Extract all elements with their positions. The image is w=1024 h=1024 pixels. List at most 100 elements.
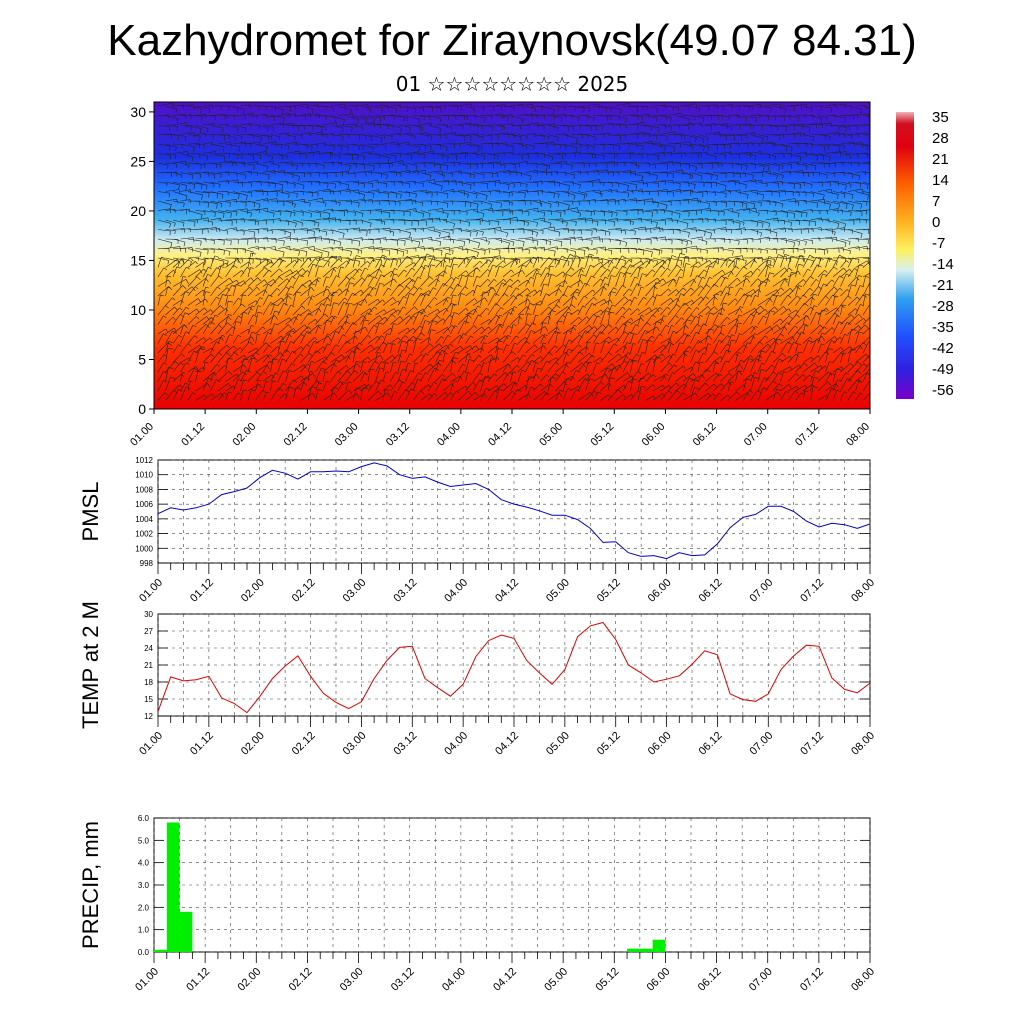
x-tick-label: 07.12 <box>798 966 826 994</box>
x-tick-label: 04.00 <box>442 577 470 605</box>
x-tick-label: 03.00 <box>333 421 361 449</box>
x-tick-label: 04.00 <box>442 730 470 758</box>
x-tick-label: 01.12 <box>184 966 212 994</box>
y-tick-label: 21 <box>144 661 153 670</box>
chart-subtitle: 01 ☆☆☆☆☆☆☆☆ 2025 <box>395 72 629 96</box>
colorbar-label: -7 <box>932 235 945 252</box>
y-tick-label: 25 <box>130 153 146 169</box>
y-tick-label: 5 <box>138 351 146 367</box>
x-tick-label: 05.12 <box>595 730 623 758</box>
precip-bar <box>179 911 193 952</box>
x-tick-label: 05.00 <box>537 421 565 449</box>
x-tick-label: 04.12 <box>486 421 514 449</box>
colorbar-label: 21 <box>932 151 949 168</box>
x-tick-label: 05.00 <box>542 966 570 994</box>
x-tick-label: 06.12 <box>697 577 725 605</box>
y-axis-label: PRECIP, mm <box>78 821 103 949</box>
x-tick-label: 07.00 <box>742 421 770 449</box>
y-tick-label: 15 <box>144 695 153 704</box>
x-tick-label: 02.12 <box>282 421 310 449</box>
x-tick-label: 08.00 <box>849 577 877 605</box>
y-tick-label: 10 <box>130 302 146 318</box>
y-tick-label: 30 <box>130 104 146 120</box>
colorbar-swatch <box>896 112 914 399</box>
precip-bar <box>639 948 653 952</box>
y-tick-label: 30 <box>144 610 153 619</box>
temp-panel: 12 15 18 21 24 27 30 TEMP at 2 M 01.00 01.12 02.00… <box>78 601 877 758</box>
colorbar-label: 14 <box>932 172 949 189</box>
colorbar-label: -35 <box>932 319 954 336</box>
y-tick-label: 1006 <box>135 500 153 509</box>
x-tick-label: 06.12 <box>696 966 724 994</box>
x-tick-label: 02.12 <box>290 577 318 605</box>
x-tick-label: 03.12 <box>391 577 419 605</box>
x-tick-label: 08.00 <box>849 730 877 758</box>
x-tick-label: 06.00 <box>640 421 668 449</box>
x-tick-label: 07.00 <box>747 730 775 758</box>
x-tick-label: 02.12 <box>290 730 318 758</box>
pmsl-panel: 998 1000 1002 1004 1006 1008 1010 1012 PMSL 01.00… <box>78 456 877 605</box>
x-tick-label: 03.12 <box>391 730 419 758</box>
colorbar-label: -28 <box>932 298 954 315</box>
y-tick-label: 24 <box>144 644 153 653</box>
y-tick-label: 4.0 <box>138 859 150 868</box>
x-tick-label: 02.00 <box>239 730 267 758</box>
pmsl-line <box>157 462 871 560</box>
x-tick-label: 03.00 <box>338 966 366 994</box>
grid <box>157 613 871 717</box>
y-tick-label: 12 <box>144 712 153 721</box>
x-tick-label: 04.12 <box>493 730 521 758</box>
x-tick-label: 04.12 <box>491 966 519 994</box>
x-tick-label: 02.00 <box>230 421 258 449</box>
x-tick-label: 06.00 <box>646 577 674 605</box>
colorbar-label: 35 <box>932 109 949 126</box>
y-tick-label: 6.0 <box>138 814 150 823</box>
x-tick-label: 02.00 <box>239 577 267 605</box>
colorbar-label: -49 <box>932 361 954 378</box>
colorbar-label: 7 <box>932 193 940 210</box>
x-tick-label: 03.12 <box>384 421 412 449</box>
colorbar-label: -56 <box>932 382 954 399</box>
x-tick-label: 01.12 <box>188 577 216 605</box>
x-tick-label: 05.12 <box>588 421 616 449</box>
precip-bar <box>652 939 666 952</box>
chart-title: Kazhydromet for Ziraynovsk(49.07 84.31) <box>107 16 917 65</box>
y-tick-label: 1004 <box>135 515 153 524</box>
precip-panel: 0.0 1.0 2.0 3.0 4.0 5.0 6.0 PRECIP, mm 01.00 01.1… <box>78 814 877 994</box>
precip-bar <box>166 822 180 952</box>
x-tick-label: 06.12 <box>691 421 719 449</box>
x-tick-label: 03.00 <box>341 577 369 605</box>
x-tick-label: 07.00 <box>747 577 775 605</box>
x-tick-label: 01.00 <box>133 966 161 994</box>
y-tick-label: 18 <box>144 678 153 687</box>
y-tick-label: 5.0 <box>138 836 150 845</box>
x-tick-label: 06.12 <box>697 730 725 758</box>
y-tick-label: 1002 <box>135 530 153 539</box>
x-tick-label: 01.00 <box>137 730 165 758</box>
x-tick-label: 01.00 <box>128 421 156 449</box>
x-tick-label: 08.00 <box>844 421 872 449</box>
colorbar-label: 28 <box>932 130 949 147</box>
y-tick-label: 27 <box>144 627 153 636</box>
y-tick-label: 0 <box>138 401 146 417</box>
y-tick-label: 0.0 <box>138 948 150 957</box>
colorbar: 35 28 21 14 7 0 -7 -14 -21 -28 -35 -42 -49 -56 <box>896 109 954 399</box>
x-tick-label: 02.12 <box>287 966 315 994</box>
y-tick-label: 998 <box>140 559 154 568</box>
x-tick-label: 05.12 <box>595 577 623 605</box>
y-tick-label: 20 <box>130 203 146 219</box>
temperature-height-panel: 0 5 10 15 20 25 30 01.00 01.12 02.00 02.12 03.00 03.… <box>128 101 872 449</box>
x-tick-label: 02.00 <box>235 966 263 994</box>
y-tick-label: 1008 <box>135 485 153 494</box>
x-tick-label: 04.00 <box>435 421 463 449</box>
y-tick-label: 2.0 <box>138 903 150 912</box>
y-tick-label: 15 <box>130 252 146 268</box>
x-tick-label: 06.00 <box>646 730 674 758</box>
precip-bar <box>154 949 167 952</box>
y-axis-label: PMSL <box>78 482 103 542</box>
colorbar-label: -42 <box>932 340 954 357</box>
x-tick-label: 07.12 <box>798 577 826 605</box>
x-tick-label: 07.12 <box>798 730 826 758</box>
colorbar-label: 0 <box>932 214 940 231</box>
